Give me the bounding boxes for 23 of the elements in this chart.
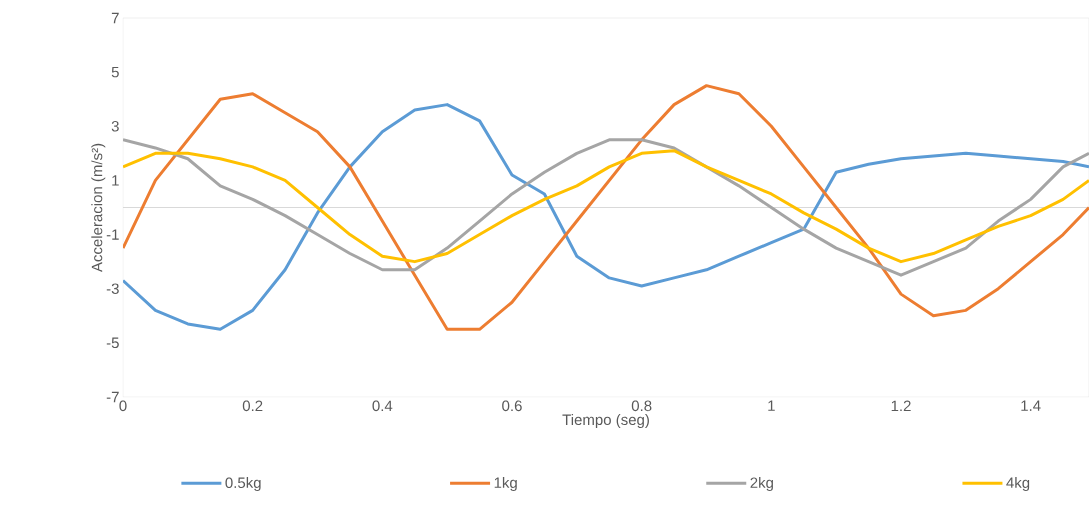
legend-label: 0.5kg (225, 477, 261, 491)
y-axis-title: Acceleracion (m/s²) (91, 143, 106, 273)
y-tick-label: -7 (106, 391, 119, 403)
x-tick-label: 0 (119, 400, 127, 412)
x-tick-label: 1.4 (1021, 400, 1041, 411)
y-tick-label: 5 (111, 66, 119, 78)
x-tick-label: 1 (768, 400, 775, 411)
y-tick-label: -5 (106, 337, 119, 349)
x-tick-label: 0.2 (242, 400, 263, 412)
legend-label: 2kg (750, 477, 773, 491)
y-tick-label: 7 (111, 12, 119, 24)
legend-label: 4kg (1006, 477, 1030, 491)
line-series (123, 149, 1089, 264)
y-tick-label: 1 (112, 175, 119, 186)
y-tick-label: -3 (106, 283, 119, 295)
legend-label: 1kg (494, 477, 517, 491)
y-tick-label: -1 (106, 229, 119, 240)
x-axis-title: Tiempo (seg) (562, 414, 649, 428)
x-tick-label: 1.2 (891, 400, 911, 412)
y-tick-label: 3 (111, 120, 119, 132)
x-tick-label: 0.8 (631, 400, 652, 412)
x-tick-label: 0.6 (502, 400, 522, 412)
x-tick-label: 0.4 (372, 400, 393, 412)
